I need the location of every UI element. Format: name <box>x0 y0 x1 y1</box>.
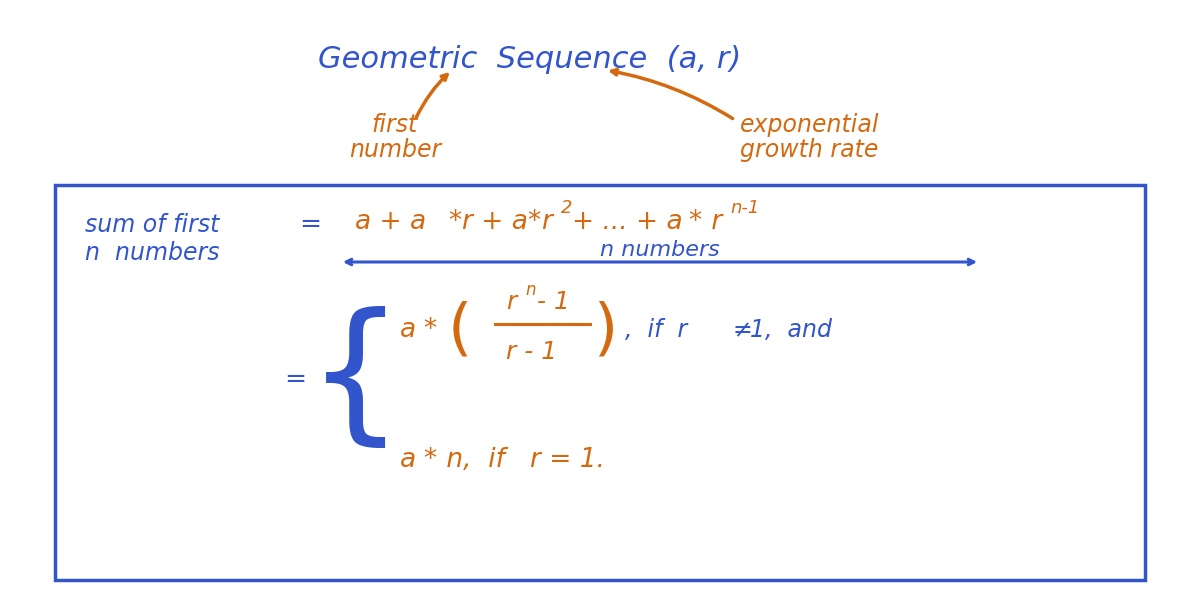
Text: r: r <box>541 209 552 235</box>
Text: *: * <box>424 447 437 473</box>
Text: number: number <box>349 138 442 162</box>
Text: a + a: a + a <box>355 209 426 235</box>
Text: exponential: exponential <box>740 113 880 137</box>
Text: Geometric  Sequence  (a, r): Geometric Sequence (a, r) <box>318 46 742 74</box>
Text: n  numbers: n numbers <box>85 241 220 265</box>
Text: *: * <box>688 209 701 235</box>
Text: (: ( <box>448 300 472 360</box>
Text: *: * <box>448 209 461 235</box>
Text: first: first <box>372 113 418 137</box>
Text: - 1: - 1 <box>538 290 570 314</box>
Text: n numbers: n numbers <box>600 240 720 260</box>
Text: 2: 2 <box>562 199 572 217</box>
Text: =: = <box>299 212 322 238</box>
Text: =: = <box>284 367 306 393</box>
Text: r: r <box>703 209 722 235</box>
Text: *: * <box>424 317 437 343</box>
Text: growth rate: growth rate <box>740 138 878 162</box>
Text: *: * <box>527 209 540 235</box>
Text: sum of first: sum of first <box>85 213 220 237</box>
Bar <box>55 185 1145 580</box>
Text: a: a <box>400 317 416 343</box>
Text: + ... + a: + ... + a <box>572 209 683 235</box>
Text: r + a: r + a <box>462 209 528 235</box>
Text: $\neq$: $\neq$ <box>728 318 752 342</box>
Text: a: a <box>400 447 416 473</box>
Text: r: r <box>506 290 516 314</box>
Text: n: n <box>526 281 535 299</box>
Text: {: { <box>306 305 403 455</box>
Text: ): ) <box>593 300 617 360</box>
Text: r - 1: r - 1 <box>506 340 557 364</box>
Text: ,  if  r: , if r <box>625 318 688 342</box>
Text: n-1: n-1 <box>730 199 760 217</box>
Text: n,  if   r = 1.: n, if r = 1. <box>438 447 605 473</box>
Text: 1,  and: 1, and <box>750 318 832 342</box>
